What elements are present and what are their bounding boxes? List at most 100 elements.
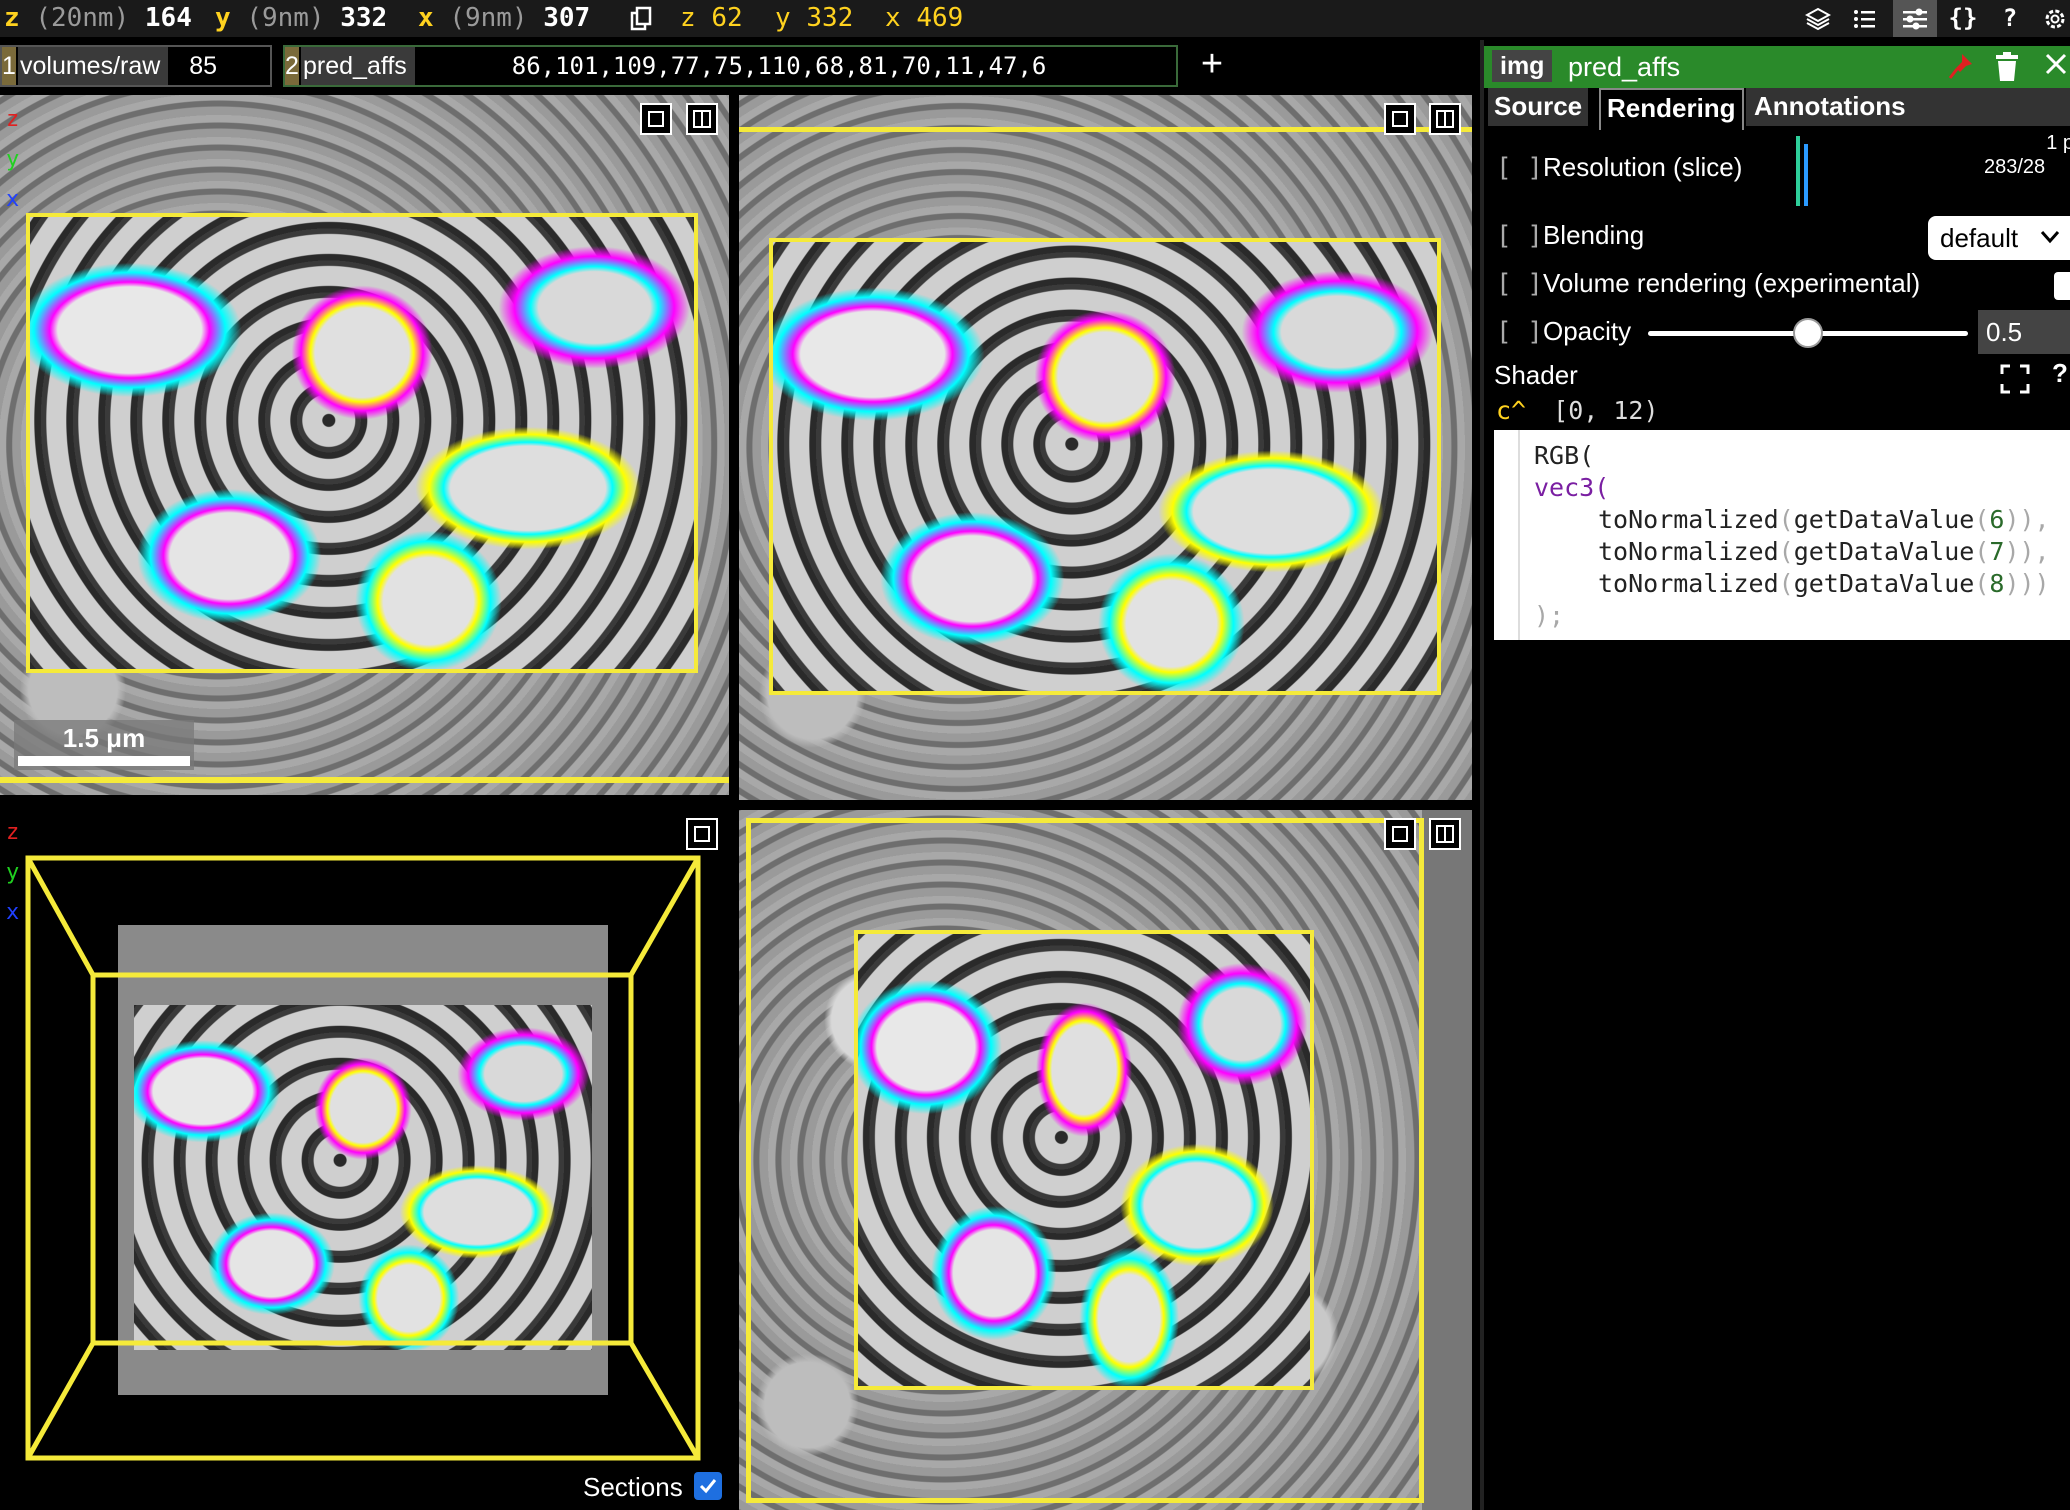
bounding-box-wireframe bbox=[25, 855, 701, 1461]
blending-value: default bbox=[1940, 223, 2019, 253]
coord-x[interactable]: x (9nm) 307 bbox=[418, 3, 591, 33]
code-line: ); bbox=[1534, 601, 1565, 630]
list-icon[interactable] bbox=[1845, 0, 1885, 37]
panel-xy[interactable]: z y x 1.5 μm bbox=[0, 95, 729, 795]
bracket-toggle[interactable]: [ ] bbox=[1496, 317, 1543, 347]
axis-y-label: y bbox=[6, 147, 20, 172]
layer-name-field[interactable]: pred_affs bbox=[1568, 52, 1681, 82]
code-line: vec3( bbox=[1534, 473, 1610, 502]
mouse-z: z 62 bbox=[680, 3, 743, 33]
axis-x-label: x bbox=[6, 187, 20, 212]
maximize-panel-button[interactable] bbox=[640, 103, 672, 135]
affinity-overlay bbox=[26, 213, 698, 673]
volume-rendering-checkbox[interactable] bbox=[2054, 272, 2070, 300]
split-layout-button[interactable] bbox=[1429, 103, 1461, 135]
opacity-label: Opacity bbox=[1542, 316, 1632, 346]
bracket-toggle[interactable]: [ ] bbox=[1496, 221, 1543, 251]
maximize-panel-button[interactable] bbox=[686, 818, 718, 850]
sections-checkbox[interactable] bbox=[694, 1472, 722, 1500]
affinity-overlay bbox=[854, 930, 1314, 1390]
layer-chip-raw[interactable]: 1 volumes/raw 85 bbox=[0, 45, 272, 87]
panel-xz[interactable] bbox=[739, 95, 1472, 800]
coordinate-bar: z (20nm) 164 y (9nm) 332 x (9nm) 307 z 6… bbox=[0, 0, 2070, 37]
maximize-icon bbox=[648, 111, 664, 127]
fullscreen-icon[interactable] bbox=[2000, 364, 2030, 399]
shader-help-icon[interactable]: ? bbox=[2052, 358, 2068, 388]
blending-row: [ ]Blending bbox=[1496, 220, 1644, 251]
code-line: toNormalized(getDataValue(7)), bbox=[1598, 537, 2050, 566]
maximize-panel-button[interactable] bbox=[1384, 818, 1416, 850]
editor-gutter bbox=[1518, 430, 1520, 640]
axis-z-label: z bbox=[6, 107, 20, 132]
maximize-panel-button[interactable] bbox=[1384, 103, 1416, 135]
affinity-overlay bbox=[769, 238, 1441, 695]
opacity-row: [ ]Opacity bbox=[1496, 316, 1631, 347]
maximize-icon bbox=[1392, 826, 1408, 842]
opacity-slider-thumb[interactable] bbox=[1793, 318, 1823, 348]
split-layout-button[interactable] bbox=[686, 103, 718, 135]
close-icon[interactable] bbox=[2044, 52, 2068, 81]
resolution-value-2: 283/28 bbox=[1984, 156, 2046, 178]
bracket-toggle[interactable]: [ ] bbox=[1496, 153, 1543, 183]
blending-select[interactable]: default bbox=[1928, 216, 2070, 260]
layer-value: 85 bbox=[189, 52, 218, 80]
code-line: toNormalized(getDataValue(6)), bbox=[1598, 505, 2050, 534]
volume-label: Volume rendering (experimental) bbox=[1542, 268, 1921, 298]
checkmark-icon bbox=[699, 1479, 717, 1494]
layer-type-badge: img bbox=[1492, 50, 1553, 82]
chevron-down-icon bbox=[2040, 231, 2060, 244]
tab-annotations[interactable]: Annotations bbox=[1746, 88, 2070, 126]
code-line: RGB( bbox=[1534, 441, 1595, 470]
copy-icon[interactable] bbox=[622, 0, 662, 37]
scalebar: 1.5 μm bbox=[14, 720, 194, 770]
mouse-x: x 469 bbox=[885, 3, 964, 33]
resolution-indicator bbox=[1796, 136, 1800, 206]
code-line: toNormalized(getDataValue(8))) bbox=[1598, 569, 2050, 598]
sliders-icon[interactable] bbox=[1893, 0, 1937, 37]
layer-value: 86,101,109,77,75,110,68,81,70,11,47,6 bbox=[511, 52, 1047, 80]
axis-z-label: z bbox=[6, 820, 20, 845]
layer-chip-pred-affs[interactable]: 2 pred_affs 86,101,109,77,75,110,68,81,70… bbox=[283, 45, 1178, 87]
split-icon bbox=[1436, 110, 1454, 128]
shader-label: Shader bbox=[1494, 360, 1578, 390]
volume-row: [ ]Volume rendering (experimental) bbox=[1496, 268, 1920, 299]
bracket-toggle[interactable]: [ ] bbox=[1496, 269, 1543, 299]
split-icon bbox=[1436, 825, 1454, 843]
panel-yz[interactable] bbox=[739, 810, 1472, 1510]
affinity-overlay bbox=[134, 1005, 592, 1350]
resolution-label: Resolution (slice) bbox=[1542, 152, 1743, 182]
axis-y-label: y bbox=[6, 860, 20, 885]
layers-icon[interactable] bbox=[1798, 0, 1838, 37]
shader-code-editor[interactable]: RGB( vec3( toNormalized(getDataValue(6))… bbox=[1494, 430, 2070, 640]
coord-y[interactable]: y (9nm) 332 bbox=[215, 3, 388, 33]
pin-icon[interactable] bbox=[1948, 52, 1974, 85]
layer-header: img pred_affs bbox=[1484, 46, 2070, 88]
channel-label: c^ bbox=[1496, 396, 1527, 425]
delete-icon[interactable] bbox=[1994, 52, 2020, 87]
blending-label: Blending bbox=[1542, 220, 1645, 250]
axis-x-label: x bbox=[6, 900, 20, 925]
channel-row: c^ [0, 12) bbox=[1496, 396, 1659, 425]
settings-icon[interactable] bbox=[2035, 0, 2070, 37]
slice-outline bbox=[746, 818, 1424, 1503]
split-layout-button[interactable] bbox=[1429, 818, 1461, 850]
tab-rendering[interactable]: Rendering bbox=[1599, 88, 1744, 130]
layer-side-panel: img pred_affs Source Rendering Annotatio… bbox=[1480, 40, 2070, 1510]
panel-3d[interactable]: z y x Sections bbox=[0, 810, 729, 1510]
resolution-row: [ ]Resolution (slice) bbox=[1496, 152, 1742, 183]
add-layer-button[interactable]: + bbox=[1200, 43, 1224, 85]
opacity-input[interactable]: 0.5 bbox=[1978, 310, 2070, 354]
help-icon[interactable]: ? bbox=[2002, 4, 2018, 32]
split-icon bbox=[693, 110, 711, 128]
scalebar-bar bbox=[18, 756, 190, 766]
resolution-value-1: 1 p bbox=[2046, 132, 2070, 154]
slice-outline bbox=[0, 777, 729, 783]
coord-z[interactable]: z (20nm) 164 bbox=[4, 3, 192, 33]
braces-icon[interactable]: {} bbox=[1948, 4, 1978, 32]
resolution-indicator bbox=[1804, 144, 1808, 206]
mouse-y: y 332 bbox=[775, 3, 854, 33]
channel-range: [0, 12) bbox=[1553, 396, 1659, 425]
opacity-slider[interactable] bbox=[1648, 318, 1968, 348]
maximize-icon bbox=[694, 826, 710, 842]
tab-source[interactable]: Source bbox=[1488, 88, 1589, 126]
